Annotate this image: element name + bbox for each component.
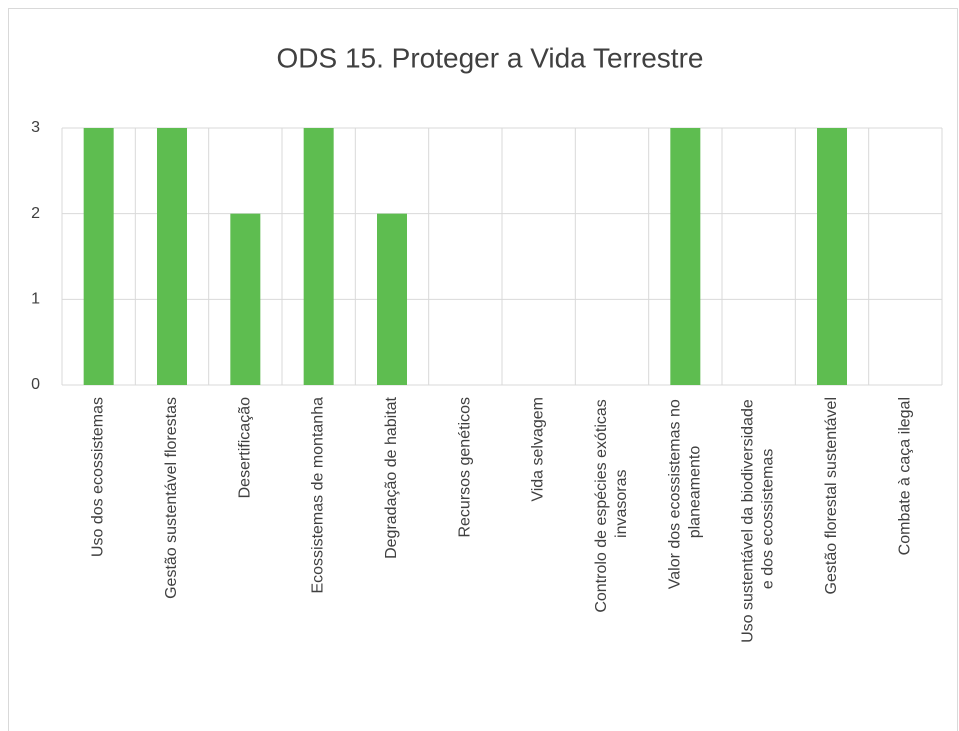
x-tick-label: Gestão florestal sustentável [823,397,840,594]
bar [230,213,261,385]
y-tick-label: 0 [31,376,40,393]
x-tick-label: Ecossistemas de montanha [310,397,327,594]
x-tick-label: Gestão sustentável florestas [163,397,180,599]
bar [670,128,701,385]
x-tick-label: Valor dos ecossistemas no planeamento [667,395,704,589]
x-tick-label: Uso sustentável da biodiversidade e dos … [740,395,777,643]
x-tick-label: Degradação de habitat [383,396,400,558]
bar [303,128,334,385]
x-tick-label: Uso dos ecossistemas [90,397,107,557]
x-tick-label: Recursos genéticos [457,397,474,538]
y-tick-label: 2 [31,205,40,222]
x-tick-label: Vida selvagem [530,397,547,502]
y-tick-label: 1 [31,291,40,308]
chart-title: ODS 15. Proteger a Vida Terrestre [277,42,704,73]
bar [377,213,407,385]
x-tick-label: Desertificação [237,397,254,498]
bar [157,128,187,385]
bar [83,128,114,385]
x-tick-label: Controlo de espécies exóticas invasoras [593,395,630,613]
y-tick-label: 3 [31,119,40,136]
bar [817,128,847,385]
x-tick-label: Combate à caça ilegal [897,397,914,555]
chart-border [8,8,958,731]
